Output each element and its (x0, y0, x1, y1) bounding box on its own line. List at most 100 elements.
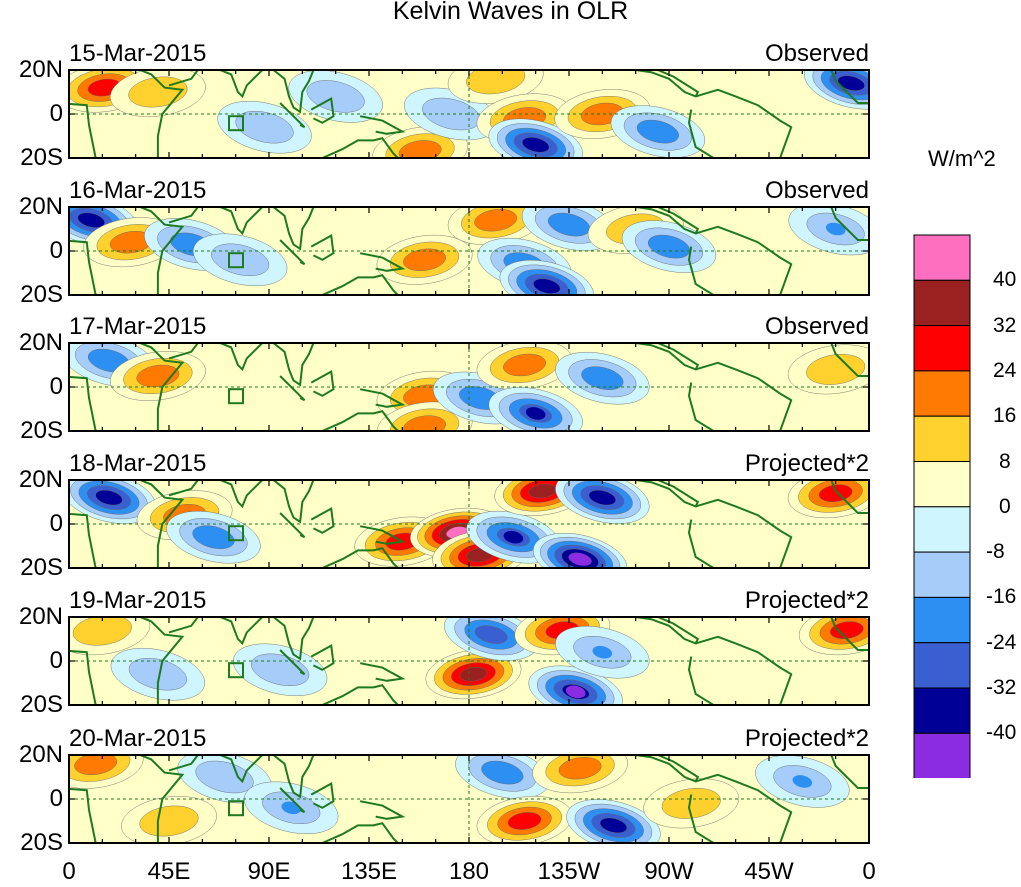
olr-anomaly-peak (525, 407, 546, 420)
olr-field (68, 69, 870, 159)
lon-tick-label: 0 (862, 858, 876, 885)
coastline (157, 480, 200, 497)
coastline (321, 684, 399, 705)
coastline (635, 70, 700, 98)
coastline (310, 234, 335, 261)
olr-anomaly-peak (514, 358, 535, 372)
lat-tick-label: 20N (18, 603, 63, 630)
panel-type-label: Observed (764, 177, 869, 204)
coastline (635, 343, 700, 371)
coastline (157, 617, 200, 634)
olr-anomaly-peak (410, 145, 431, 158)
coastline (219, 207, 264, 236)
olr-anomaly-peak (270, 663, 290, 677)
coastline (321, 137, 399, 158)
olr-anomaly-peak (94, 81, 115, 94)
olr-anomaly-peak (592, 371, 613, 385)
coastline (228, 388, 244, 405)
panel-date-label: 19-Mar-2015 (69, 587, 207, 614)
coastline (321, 822, 399, 843)
colorbar-tick-label: 32 (993, 313, 1017, 337)
coastline (687, 498, 793, 568)
coastline (219, 70, 264, 99)
coastline (228, 662, 244, 679)
lon-tick-label: 45E (147, 858, 191, 885)
coastline (359, 252, 406, 272)
map-panel: 20-Mar-2015 Projected*2 20N 0 20S (19, 725, 870, 855)
colorbar-segment (913, 732, 971, 778)
lat-tick-label: 20S (20, 554, 63, 581)
coastline (830, 480, 869, 514)
olr-anomaly-peak (532, 484, 553, 498)
coastline (219, 343, 264, 372)
olr-anomaly-peak (81, 213, 102, 227)
coastline (272, 617, 315, 661)
coastline (279, 102, 306, 129)
coastline (635, 617, 700, 645)
olr-anomaly-peak (99, 491, 119, 504)
lat-tick-label: 20S (20, 691, 63, 718)
coastline (272, 480, 315, 524)
lat-tick-label: 20S (20, 417, 63, 444)
coastline (830, 343, 869, 377)
lon-tick-label: 135E (340, 858, 398, 885)
coastline (635, 755, 700, 783)
coastline (157, 207, 200, 224)
colorbar-tick-label: -24 (986, 630, 1017, 654)
coastline (359, 662, 406, 682)
lat-tick-label: 20N (18, 56, 63, 83)
olr-anomaly-peak (414, 253, 435, 266)
panel-date-label: 18-Mar-2015 (69, 450, 207, 477)
olr-anomaly-peak (254, 120, 275, 134)
colorbar-segment (913, 642, 971, 689)
olr-anomaly-peak (514, 814, 535, 828)
lat-tick-label: 20N (18, 329, 63, 356)
coastline (830, 207, 869, 241)
olr-anomaly-peak (485, 72, 506, 85)
colorbar-segment (913, 551, 971, 598)
coastline (310, 782, 335, 809)
lat-tick-label: 0 (49, 647, 63, 674)
map-panel: 16-Mar-2015 Observed 20N 0 20S (19, 177, 870, 307)
lon-tick-label: 90W (644, 858, 694, 885)
olr-anomaly-peak (481, 628, 502, 641)
panel-type-label: Observed (764, 40, 869, 67)
lon-tick-label: 135W (537, 858, 601, 885)
panel-type-label: Projected*2 (744, 450, 869, 477)
coastline (310, 97, 335, 124)
lat-tick-label: 0 (49, 100, 63, 127)
colorbar-tick-label: -32 (986, 676, 1017, 699)
olr-anomaly-peak (592, 645, 613, 659)
colorbar-tick-label: 40 (993, 268, 1017, 292)
panel-date-label: 16-Mar-2015 (69, 177, 207, 204)
olr-anomaly-peak (825, 363, 846, 376)
olr-anomaly-peak (659, 240, 679, 253)
coastline (310, 644, 335, 671)
olr-anomaly-peak (565, 685, 586, 699)
coastline (272, 343, 315, 387)
lat-tick-label: 0 (49, 373, 63, 400)
coastline (228, 800, 244, 817)
colorbar-segment (913, 461, 971, 508)
olr-anomaly-peak (441, 107, 462, 121)
lat-tick-label: 20N (18, 193, 63, 220)
olr-anomaly-peak (148, 667, 168, 681)
colorbar-units: W/m^2 (928, 146, 996, 171)
panel-type-label: Projected*2 (744, 725, 869, 752)
coastline (830, 70, 869, 104)
lon-tick-label: 180 (448, 858, 490, 885)
coastline (321, 547, 399, 568)
olr-anomaly-peak (85, 757, 106, 770)
coastline (310, 370, 335, 397)
olr-anomaly-peak (570, 552, 590, 566)
panel-type-label: Projected*2 (744, 587, 869, 614)
coastline (219, 617, 264, 646)
olr-anomaly-peak (536, 279, 557, 293)
coastline (272, 70, 315, 114)
olr-anomaly-peak (485, 214, 506, 227)
olr-field (68, 479, 870, 569)
coastline (228, 115, 244, 132)
colorbar-segment (913, 325, 971, 372)
colorbar-segment (913, 415, 971, 462)
coastline (321, 274, 399, 295)
